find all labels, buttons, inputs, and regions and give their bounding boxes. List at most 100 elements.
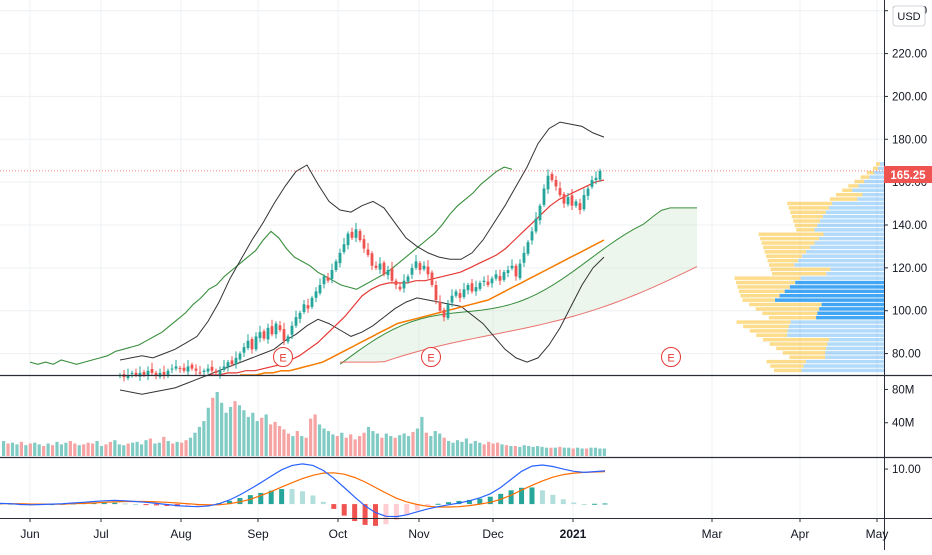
candle-body [450, 295, 454, 303]
vp-bar-sell [836, 192, 863, 197]
vp-bar-buy [784, 289, 884, 294]
volume-tick-label: 80M [892, 384, 914, 396]
volume-bar [246, 416, 250, 456]
candle-body [310, 297, 314, 307]
macd-histogram-bar [279, 489, 285, 505]
volume-bar [487, 441, 491, 456]
candle [254, 332, 258, 352]
macd-tick-label: 10.00 [892, 464, 921, 476]
candle-body [318, 285, 322, 294]
candle-body [358, 231, 362, 240]
candle-body [454, 291, 458, 296]
candle-body [430, 272, 434, 285]
volume-bar [139, 444, 144, 456]
candle-body [126, 375, 130, 378]
volume-bar [495, 442, 500, 456]
candle [582, 188, 586, 212]
candle-body [374, 265, 378, 268]
volume-bar [602, 448, 606, 456]
volume-bar [389, 436, 393, 456]
ichimoku-cloud [339, 207, 698, 365]
vp-bar-buy [803, 364, 884, 368]
candle [390, 261, 394, 283]
volume-bar [68, 441, 72, 456]
candle [374, 261, 378, 270]
volume-bar [398, 435, 402, 456]
macd-histogram-bar [508, 490, 514, 505]
volume-bar [464, 438, 468, 456]
candle [194, 364, 198, 375]
time-tick-label: Mar [702, 527, 723, 541]
volume-bar [224, 412, 228, 456]
macd-histogram-bar [122, 503, 128, 505]
candle-body [586, 188, 590, 196]
candle-body [186, 366, 190, 372]
volume-bar [340, 432, 344, 456]
currency-badge[interactable]: USD [892, 5, 926, 27]
volume-bar [42, 446, 46, 456]
candlestick-series[interactable] [118, 168, 602, 382]
volume-bar [366, 426, 371, 456]
vp-bar-buy [805, 359, 884, 364]
candle-body [166, 370, 170, 376]
volume-bar [300, 436, 304, 456]
volume-bar [442, 437, 446, 456]
vp-bar-buy [795, 280, 884, 285]
volume-bar [593, 447, 598, 456]
candle [570, 189, 574, 210]
candle-body [158, 372, 162, 377]
candle-body [306, 305, 310, 309]
candle [322, 274, 326, 289]
price-tick-label: 140.00 [892, 220, 927, 232]
macd-histogram-bar [581, 504, 587, 506]
candle [550, 171, 554, 183]
volume-bar [406, 436, 411, 456]
candle [434, 280, 438, 305]
vp-bar-sell [742, 298, 776, 302]
earnings-marker[interactable]: E [661, 347, 681, 367]
volume-bar [451, 442, 455, 456]
candle [310, 295, 314, 309]
candle-body [478, 282, 482, 289]
vp-bar-buy [877, 166, 884, 171]
candle [406, 274, 410, 284]
vp-bar-sell [842, 188, 853, 193]
volume-bar [309, 418, 313, 456]
candle [506, 265, 510, 278]
candle-body [538, 205, 542, 221]
volume-bar [180, 442, 184, 456]
vp-bar-buy [822, 214, 884, 219]
candle [290, 321, 294, 339]
candle [498, 269, 502, 285]
candle [466, 282, 470, 295]
price-tick-label: 100.00 [892, 306, 927, 318]
vp-bar-sell [766, 359, 806, 364]
candle [394, 278, 398, 290]
earnings-marker[interactable]: E [421, 347, 441, 367]
vp-bar-sell [876, 162, 880, 166]
earnings-marker[interactable]: E [273, 347, 293, 367]
volume-bar [420, 416, 424, 456]
candle [554, 175, 558, 191]
price-tick-label: 120.00 [892, 263, 927, 275]
volume-bar [135, 441, 139, 456]
volume-tick-label: 40M [892, 418, 914, 430]
volume-bar [504, 445, 509, 456]
vp-bar-sell [734, 276, 801, 280]
volume-bar [220, 402, 224, 456]
candle [482, 276, 486, 287]
vp-bar-sell [749, 329, 788, 333]
candle [382, 260, 386, 277]
volume-bar [513, 446, 517, 456]
vp-bar-buy [816, 315, 884, 320]
candle [386, 265, 390, 280]
volume-bar [157, 442, 161, 456]
candle [334, 259, 338, 273]
volume-bar [233, 401, 237, 456]
vp-bar-sell [860, 175, 870, 179]
candle-body [402, 280, 406, 289]
macd-histogram-bar [331, 504, 337, 509]
candle [438, 295, 442, 313]
